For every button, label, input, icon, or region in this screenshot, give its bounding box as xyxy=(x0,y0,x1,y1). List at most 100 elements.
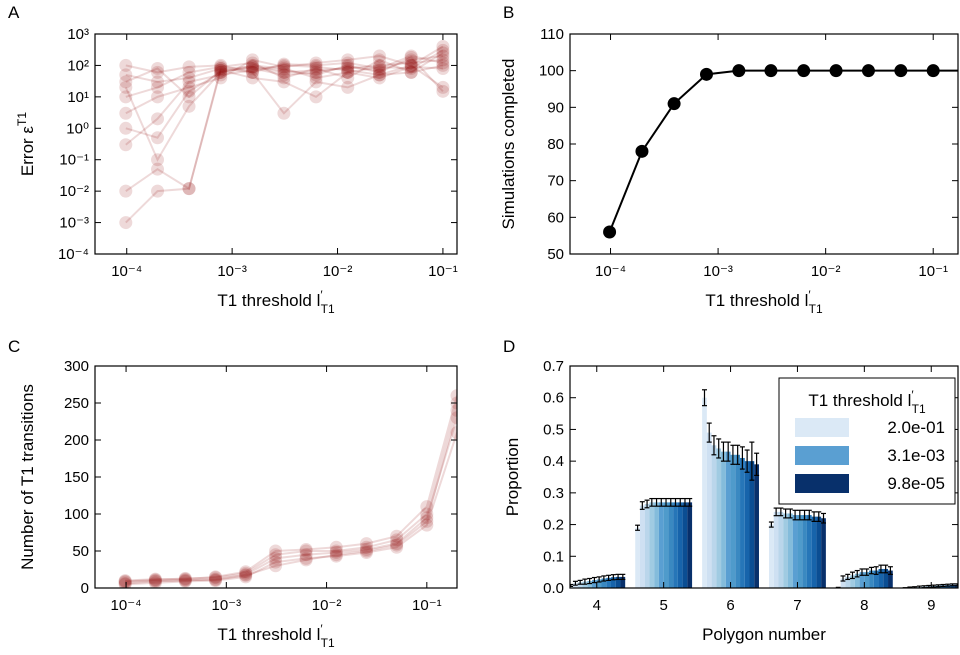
error-bar xyxy=(639,501,645,510)
bar xyxy=(778,511,784,588)
point xyxy=(269,559,283,573)
point xyxy=(182,84,196,98)
point xyxy=(667,97,681,111)
error-bar xyxy=(654,497,660,507)
point xyxy=(151,61,165,75)
y-tick-label: 50 xyxy=(547,246,564,263)
point xyxy=(182,182,196,196)
bar xyxy=(711,445,717,588)
series-line xyxy=(125,65,443,99)
point xyxy=(341,61,355,75)
series-line xyxy=(124,49,444,162)
error-bar xyxy=(845,573,851,581)
point xyxy=(436,49,450,63)
point xyxy=(372,60,386,74)
point xyxy=(269,555,283,569)
y-tick-label: 10² xyxy=(67,57,89,74)
bar xyxy=(716,448,722,588)
error-bar xyxy=(868,566,874,575)
error-bar xyxy=(754,452,760,477)
y-axis-label: Error εT1 xyxy=(15,112,37,176)
error-bar xyxy=(649,497,655,507)
bar xyxy=(702,397,707,588)
point xyxy=(372,68,386,82)
point xyxy=(436,84,450,98)
legend-title-sub: T1 xyxy=(912,402,926,416)
point xyxy=(404,53,418,67)
plot-area xyxy=(119,40,450,230)
point xyxy=(436,80,450,94)
y-tick-label: 250 xyxy=(64,395,89,412)
point xyxy=(390,529,404,543)
point xyxy=(178,574,192,588)
bar xyxy=(606,577,611,588)
x-tick-label: 10⁻³ xyxy=(217,263,247,280)
error-bar xyxy=(773,507,779,517)
point xyxy=(309,75,323,89)
error-bar xyxy=(926,584,932,588)
bar xyxy=(773,511,779,588)
y-tick-label: 0.6 xyxy=(543,390,564,407)
x-tick-label: 8 xyxy=(860,597,868,614)
point xyxy=(329,548,343,562)
panel-letter: D xyxy=(503,337,515,356)
point xyxy=(390,538,404,552)
bar xyxy=(663,502,669,588)
error-bar xyxy=(610,574,616,581)
x-tick-label: 10⁻³ xyxy=(703,263,733,280)
point xyxy=(239,566,253,580)
error-bar xyxy=(673,497,679,507)
y-tick-label: 90 xyxy=(547,99,564,116)
x-tick-label: 10⁻¹ xyxy=(412,597,442,614)
point xyxy=(119,80,133,94)
y-tick-label: 70 xyxy=(547,173,564,190)
error-bar xyxy=(854,569,860,578)
legend-swatch xyxy=(795,446,849,465)
point xyxy=(178,574,192,588)
bar xyxy=(706,432,712,588)
point xyxy=(329,545,343,559)
point xyxy=(404,58,418,72)
series-line xyxy=(125,58,444,83)
x-tick-label: 7 xyxy=(793,597,801,614)
point xyxy=(182,90,196,104)
point xyxy=(372,65,386,79)
error-bar xyxy=(840,575,846,582)
point xyxy=(277,63,291,77)
x-tick-label: 10⁻¹ xyxy=(428,263,458,280)
series-line xyxy=(125,54,444,74)
x-tick-label: 10⁻³ xyxy=(212,597,242,614)
error-bar xyxy=(797,509,803,521)
point xyxy=(359,545,373,559)
axes-frame xyxy=(569,33,959,255)
point xyxy=(118,575,132,588)
y-tick-label: 80 xyxy=(547,136,564,153)
point xyxy=(245,65,259,79)
bar xyxy=(859,572,865,588)
point xyxy=(359,537,373,551)
error-bar xyxy=(677,497,683,507)
point xyxy=(372,58,386,72)
bar xyxy=(864,572,870,588)
error-bar xyxy=(720,441,726,462)
point xyxy=(151,184,165,198)
point xyxy=(277,106,291,120)
bar xyxy=(615,576,621,588)
x-tick-label: 10⁻⁴ xyxy=(111,263,142,280)
point xyxy=(151,131,165,145)
error-bar xyxy=(873,566,879,575)
bar xyxy=(649,502,655,588)
x-axis-label-sup: ′ xyxy=(320,288,323,302)
y-tick-label: 10⁻³ xyxy=(59,215,89,232)
point xyxy=(309,90,323,104)
error-bar xyxy=(682,497,688,507)
point xyxy=(214,63,228,77)
bar xyxy=(639,505,645,588)
x-tick-label: 10⁻⁴ xyxy=(595,263,626,280)
error-bar xyxy=(606,574,612,581)
error-bar xyxy=(749,441,755,481)
point xyxy=(372,63,386,77)
point xyxy=(404,65,418,79)
series-line xyxy=(125,432,457,586)
bar xyxy=(644,503,650,588)
